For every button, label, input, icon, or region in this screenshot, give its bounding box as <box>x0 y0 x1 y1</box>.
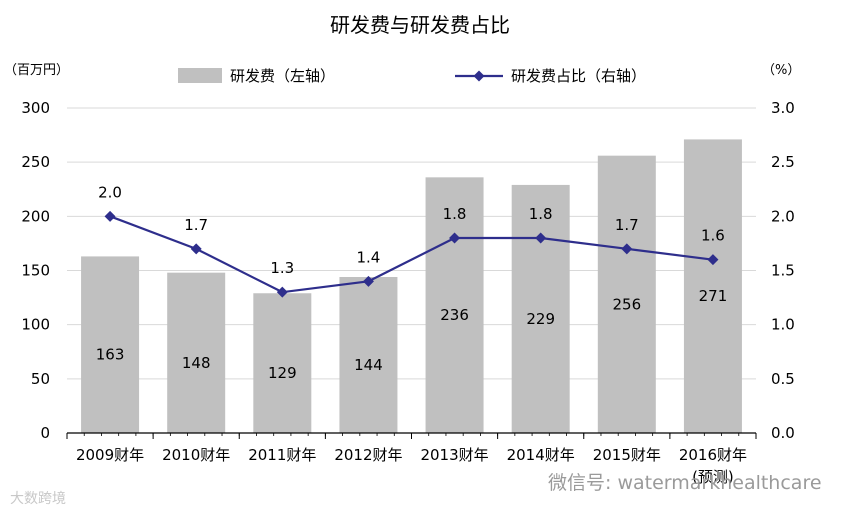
y-tick-left: 100 <box>21 316 50 334</box>
watermark-right: 微信号: watermarkhealthcare <box>548 472 822 494</box>
ratio-marker-7 <box>621 243 633 255</box>
y-tick-left: 250 <box>21 153 50 171</box>
y-axis-right-label: （%） <box>762 63 800 78</box>
x-tick-label-note: (预测) <box>692 468 734 486</box>
ratio-line <box>109 215 714 294</box>
ratio-value-label: 1.7 <box>184 216 208 234</box>
ratio-value-label: 2.0 <box>98 183 122 201</box>
ratio-value-label: 1.6 <box>701 227 725 245</box>
y-tick-left: 0 <box>40 424 50 442</box>
bar-value-label: 163 <box>96 346 125 364</box>
y-tick-left: 150 <box>21 262 50 280</box>
x-tick-label: 2013财年 <box>420 446 488 464</box>
legend-swatch-marker <box>473 70 485 82</box>
ratio-marker-5 <box>449 232 461 244</box>
bar-value-label: 144 <box>354 356 383 374</box>
y-tick-right: 1.5 <box>771 262 795 280</box>
x-tick-label: 2016财年 <box>679 446 747 464</box>
chart-title: 研发费与研发费占比 <box>330 13 510 37</box>
legend-label-line: 研发费占比（右轴） <box>511 67 646 85</box>
x-tick-label: 2015财年 <box>593 446 661 464</box>
x-tick-label: 2014财年 <box>507 446 575 464</box>
bar-value-label: 236 <box>440 306 469 324</box>
ratio-value-label: 1.8 <box>529 205 553 223</box>
bar-8 <box>683 139 742 433</box>
bar-value-label: 229 <box>526 310 555 328</box>
y-tick-left: 50 <box>31 370 50 388</box>
y-tick-right: 3.0 <box>771 99 795 117</box>
x-tick-label: 2010财年 <box>162 446 230 464</box>
ratio-value-label: 1.3 <box>270 259 294 277</box>
y-axis-left-label: （百万円） <box>4 63 69 78</box>
bar-4 <box>339 277 398 433</box>
watermark-left: 大数跨境 <box>10 491 66 507</box>
ratio-value-label: 1.7 <box>615 216 639 234</box>
y-tick-left: 300 <box>21 99 50 117</box>
ratio-value-label: 1.4 <box>357 248 381 266</box>
ratio-marker-8 <box>707 254 719 266</box>
bar-value-label: 129 <box>268 364 297 382</box>
ratio-value-label: 1.8 <box>443 205 467 223</box>
bar-5 <box>425 177 484 433</box>
y-tick-right: 2.0 <box>771 207 795 225</box>
ratio-marker-6 <box>535 232 547 244</box>
y-tick-right: 0.5 <box>771 370 795 388</box>
bar-value-label: 148 <box>182 354 211 372</box>
bar-value-label: 271 <box>699 287 728 305</box>
bar-2 <box>167 272 226 433</box>
y-tick-right: 2.5 <box>771 153 795 171</box>
ratio-marker-3 <box>276 286 288 298</box>
x-tick-label: 2012财年 <box>334 446 402 464</box>
bar-1 <box>81 256 140 433</box>
y-tick-right: 1.0 <box>771 316 795 334</box>
bar-7 <box>597 155 656 433</box>
ratio-marker-1 <box>104 210 116 222</box>
legend-label-bar: 研发费（左轴） <box>230 67 335 85</box>
ratio-marker-4 <box>362 275 374 287</box>
bar-3 <box>253 293 312 433</box>
bar-6 <box>511 184 570 433</box>
legend-swatch-bar <box>178 68 222 83</box>
y-tick-right: 0.0 <box>771 424 795 442</box>
x-tick-label: 2011财年 <box>248 446 316 464</box>
y-tick-left: 200 <box>21 207 50 225</box>
ratio-marker-2 <box>190 243 202 255</box>
x-tick-label: 2009财年 <box>76 446 144 464</box>
bar-value-label: 256 <box>612 295 641 313</box>
